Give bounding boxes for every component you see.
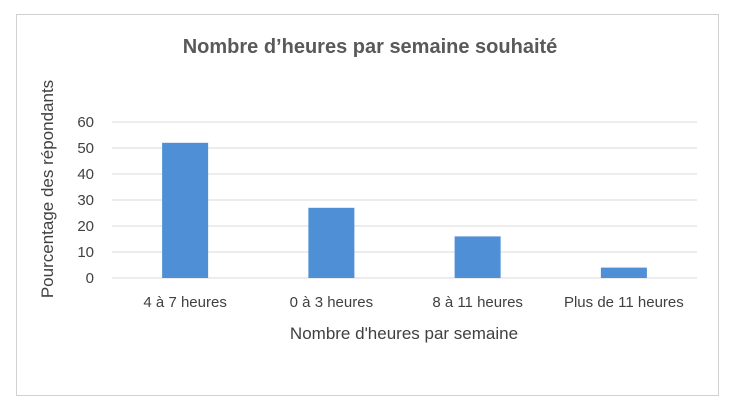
y-tick-label: 0 bbox=[86, 270, 94, 287]
y-tick-label: 30 bbox=[77, 192, 94, 209]
bar bbox=[454, 236, 501, 278]
bar bbox=[308, 207, 355, 278]
bars bbox=[162, 142, 647, 278]
x-tick-label: Plus de 11 heures bbox=[564, 294, 684, 311]
x-tick-label: 4 à 7 heures bbox=[143, 294, 226, 311]
y-tick-label: 50 bbox=[77, 140, 94, 157]
y-axis-ticks: 0 10 20 30 40 50 60 bbox=[77, 114, 94, 287]
y-tick-label: 20 bbox=[77, 218, 94, 235]
x-tick-label: 8 à 11 heures bbox=[432, 294, 523, 311]
x-tick-label: 0 à 3 heures bbox=[290, 294, 373, 311]
x-axis-label: Nombre d'heures par semaine bbox=[290, 324, 518, 343]
y-tick-label: 60 bbox=[77, 114, 94, 131]
x-axis-ticks: 4 à 7 heures 0 à 3 heures 8 à 11 heures Plu… bbox=[143, 294, 683, 311]
y-tick-label: 10 bbox=[77, 244, 94, 261]
chart-title: Nombre d’heures par semaine souhaité bbox=[183, 36, 558, 58]
chart-frame bbox=[16, 14, 719, 396]
grid-lines bbox=[112, 121, 697, 279]
y-axis-label: Pourcentage des répondants bbox=[38, 80, 57, 298]
bar bbox=[600, 267, 647, 278]
bar bbox=[162, 142, 209, 278]
y-tick-label: 40 bbox=[77, 166, 94, 183]
